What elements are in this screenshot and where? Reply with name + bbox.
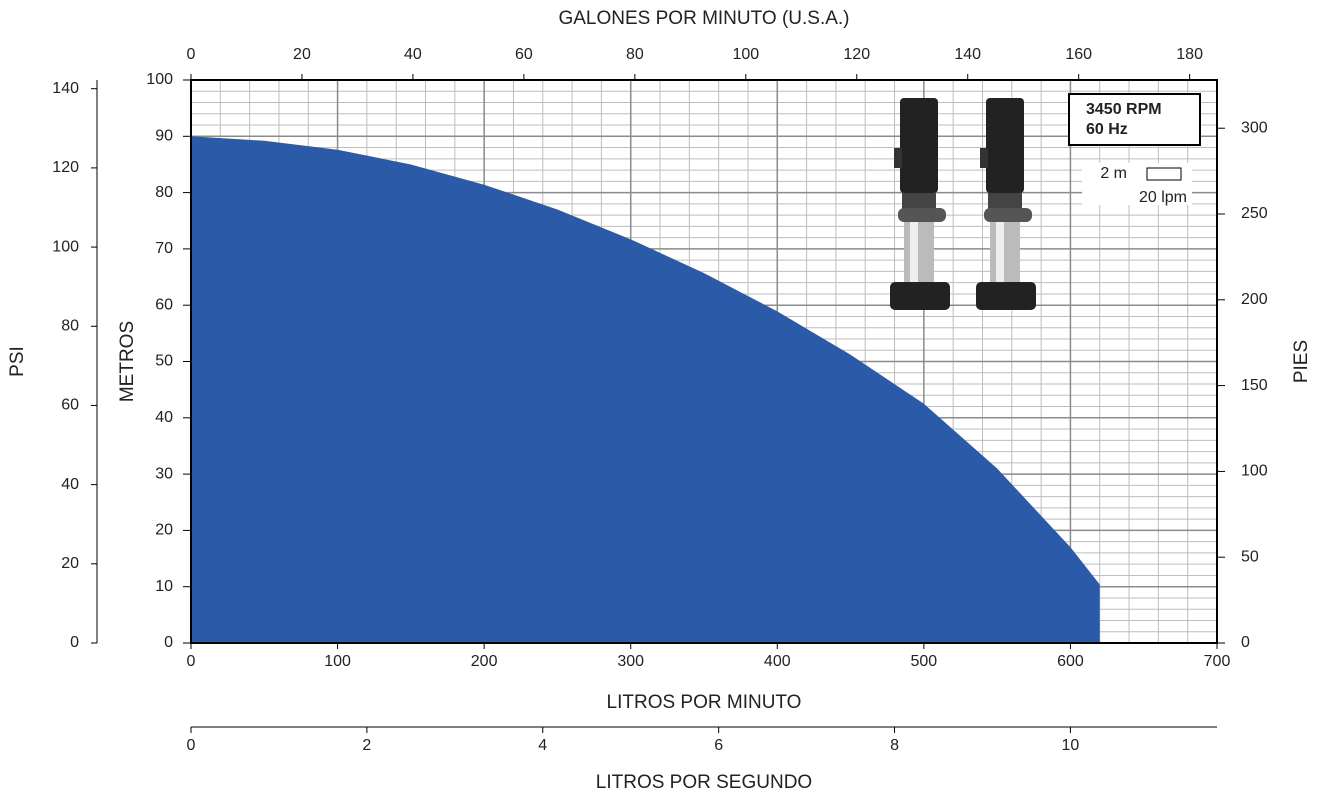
x2-axis-title: GALONES POR MINUTO (U.S.A.) <box>558 8 849 29</box>
y-tick-label: 10 <box>155 578 173 595</box>
x2-tick-label: 40 <box>404 46 422 63</box>
y2-tick-label: 300 <box>1241 119 1268 136</box>
x-tick-label: 100 <box>324 653 351 670</box>
x-tick-label: 200 <box>471 653 498 670</box>
pump <box>976 98 1036 310</box>
x3-tick-label: 10 <box>1062 737 1080 754</box>
grid-scale-x: 20 lpm <box>1139 189 1187 206</box>
x-tick-label: 500 <box>911 653 938 670</box>
x-tick-label: 0 <box>187 653 196 670</box>
pump-images <box>890 98 1036 310</box>
y-tick-label: 40 <box>155 409 173 426</box>
y2-tick-label: 100 <box>1241 463 1268 480</box>
data <box>191 136 1100 644</box>
y-axis-title: METROS <box>117 321 138 402</box>
x2-tick-label: 140 <box>954 46 981 63</box>
x3-tick-label: 0 <box>187 737 196 754</box>
area <box>191 136 1100 644</box>
y2-tick-label: 200 <box>1241 291 1268 308</box>
y-tick-label: 30 <box>155 465 173 482</box>
y-tick-label: 50 <box>155 353 173 370</box>
y2-tick-label: 50 <box>1241 548 1259 565</box>
y-tick-label: 20 <box>155 522 173 539</box>
y3-tick-label: 40 <box>61 476 79 493</box>
x3-tick-label: 2 <box>362 737 371 754</box>
y2-tick-label: 150 <box>1241 377 1268 394</box>
x2-tick-label: 80 <box>626 46 644 63</box>
x2-tick-label: 0 <box>187 46 196 63</box>
x-tick-label: 700 <box>1204 653 1231 670</box>
grid-scale-y: 2 m <box>1100 165 1127 182</box>
y-tick-label: 60 <box>155 296 173 313</box>
annotation: 3450 RPM <box>1086 101 1162 118</box>
y3-tick-label: 60 <box>61 397 79 414</box>
y3-tick-label: 100 <box>52 238 79 255</box>
annotation: 60 Hz <box>1086 121 1128 138</box>
x2-tick-label: 180 <box>1176 46 1203 63</box>
x3-tick-label: 8 <box>890 737 899 754</box>
y-tick-label: 100 <box>146 71 173 88</box>
y3-tick-label: 80 <box>61 317 79 334</box>
y3-tick-label: 120 <box>52 159 79 176</box>
x2-tick-label: 120 <box>843 46 870 63</box>
x3-tick-label: 4 <box>538 737 547 754</box>
y-tick-label: 0 <box>164 634 173 651</box>
y2-tick-label: 0 <box>1241 634 1250 651</box>
y3-tick-label: 0 <box>70 634 79 651</box>
y2-tick-label: 250 <box>1241 205 1268 222</box>
x-tick-label: 600 <box>1057 653 1084 670</box>
y2-axis-title: PIES <box>1291 340 1312 383</box>
x3-tick-label: 6 <box>714 737 723 754</box>
x-axis-title: LITROS POR MINUTO <box>607 692 802 713</box>
grid-scale-cell <box>1146 167 1182 181</box>
y-tick-label: 90 <box>155 128 173 145</box>
x2-tick-label: 60 <box>515 46 533 63</box>
y3-axis-title: PSI <box>7 346 28 377</box>
x2-tick-label: 100 <box>732 46 759 63</box>
x-tick-label: 400 <box>764 653 791 670</box>
x-tick-label: 300 <box>617 653 644 670</box>
y3-tick-label: 140 <box>52 80 79 97</box>
y-tick-label: 70 <box>155 240 173 257</box>
x3-axis-title: LITROS POR SEGUNDO <box>596 772 812 793</box>
y-tick-label: 80 <box>155 184 173 201</box>
y3-tick-label: 20 <box>61 555 79 572</box>
annotation-box <box>1068 93 1201 146</box>
pump <box>890 98 950 310</box>
x2-tick-label: 160 <box>1065 46 1092 63</box>
x2-tick-label: 20 <box>293 46 311 63</box>
